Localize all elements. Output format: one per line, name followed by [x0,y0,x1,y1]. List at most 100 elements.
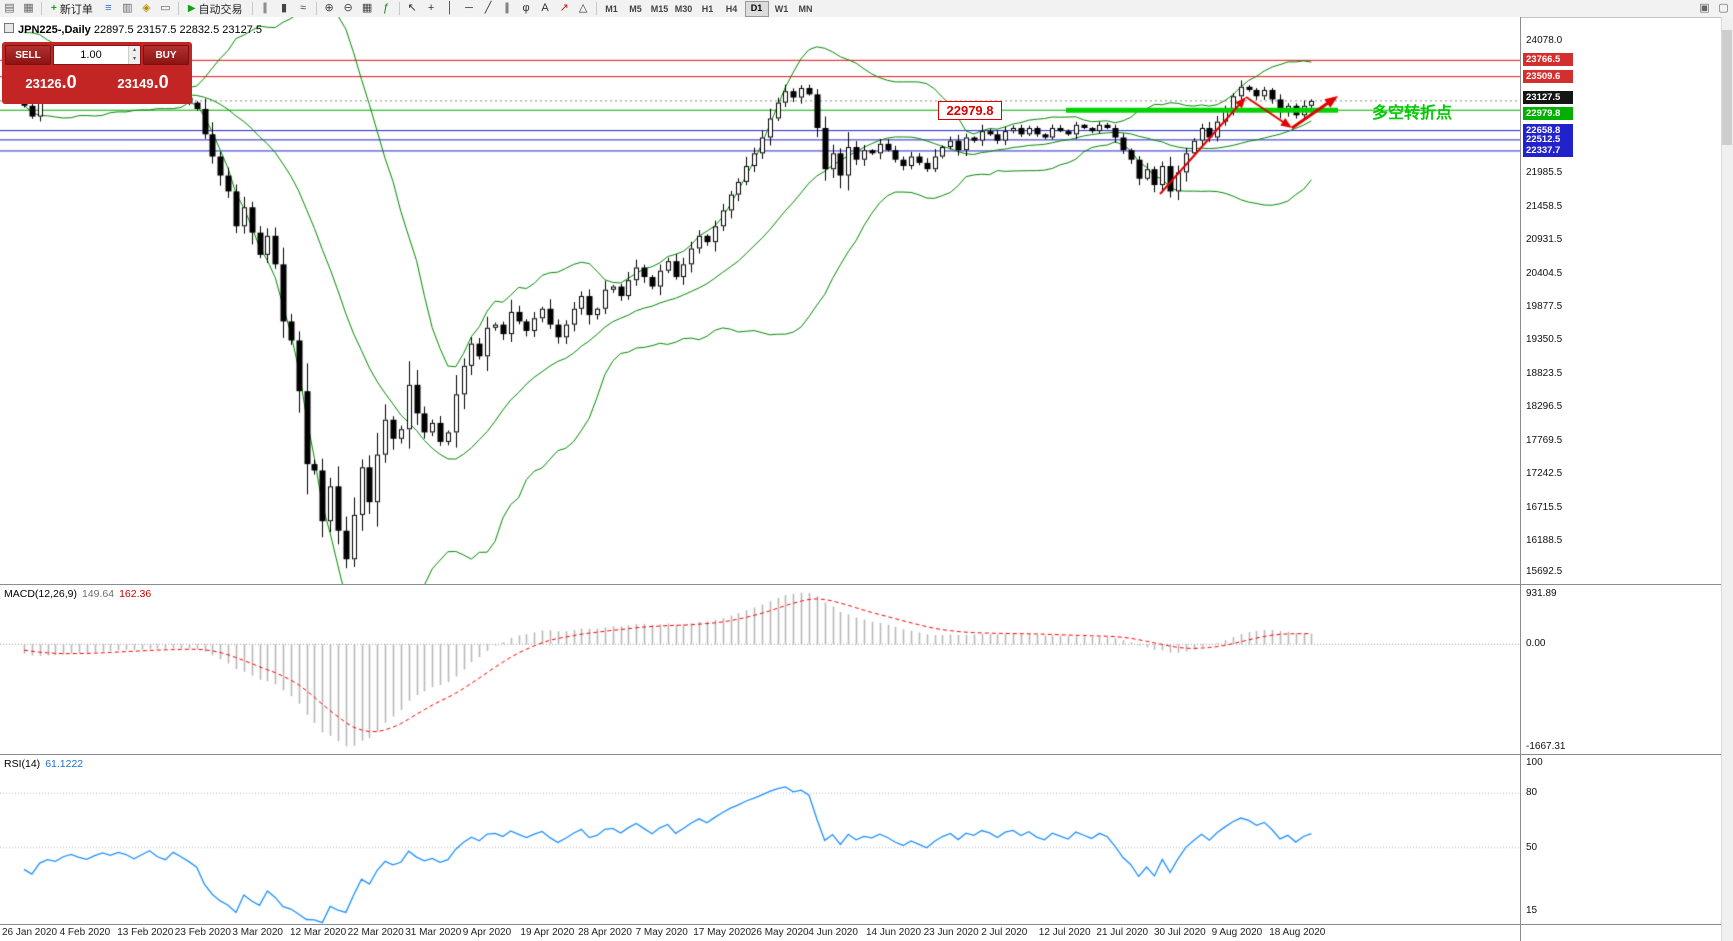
navigator-icon[interactable]: ◈ [142,2,151,14]
data-window-icon[interactable]: ▥ [122,2,133,14]
main-chart-canvas[interactable] [0,17,1520,584]
date-label: 23 Feb 2020 [174,927,231,938]
toolbar-right: ▣ ▢ [1695,0,1733,17]
timeframe-m30[interactable]: M30 [674,3,693,14]
toolbar-separator [595,2,597,15]
timeframe-w1[interactable]: W1 [774,3,789,14]
date-label: 12 Jul 2020 [1038,927,1091,938]
date-label: 23 Jun 2020 [923,927,979,938]
auto-trading-button-label: 自动交易 [198,3,243,16]
toolbar-separator [315,2,317,15]
rsi-axis-label: 100 [1526,757,1543,768]
docking-icon[interactable]: ▢ [1718,2,1729,14]
one-click-trading-panel: SELL ▴ ▾ BUY 23126.0 23149.0 [2,42,192,104]
zoom-out-icon[interactable]: ⊖ [343,2,353,14]
price-level-label: 23127.5 [1523,90,1573,104]
macd-header: MACD(12,26,9) 149.64 162.36 [4,588,151,600]
volume-down-icon[interactable]: ▾ [129,55,140,64]
volume-input[interactable] [54,46,128,64]
bar-chart-icon[interactable]: ∥ [262,2,268,14]
buy-button[interactable]: BUY [143,45,189,65]
timeframe-mn[interactable]: MN [798,3,813,14]
rsi-canvas[interactable] [0,755,1520,924]
cursor-icon[interactable]: ↖ [407,2,417,14]
macd-name: MACD(12,26,9) [4,588,77,600]
panel-separator[interactable] [0,584,1733,585]
turning-point-label[interactable]: 多空转折点 [1372,105,1453,123]
price-axis[interactable]: 931.89 0.00 -1667.31 24078.0 21985.5 21458… [1521,0,1733,941]
text-label-icon[interactable]: A [541,2,549,14]
rsi-axis-label: 15 [1526,905,1538,917]
line-chart-icon[interactable]: ≈ [300,2,307,14]
profile-icon[interactable]: ▦ [23,2,34,14]
volume-control[interactable]: ▴ ▾ [53,45,141,65]
scrollbar-thumb[interactable] [1722,30,1732,145]
fibonacci-icon[interactable]: φ [522,2,530,14]
toolbar: ▤ ▦ + 新订单 ≡ ▥ ◈ ▭ ▶ 自动交易 ∥ ▮ ≈ ⊕ ⊖ ▦ ƒ ↖ + │ ─ ╱ ∥ φ A ↗ △ M1 M5 M15 M… [0,0,1733,18]
auto-trading-button[interactable]: ▶ 自动交易 [182,1,249,16]
price-axis-label: 20931.5 [1526,234,1563,246]
date-label: 7 May 2020 [635,927,688,938]
price-axis-label: 16715.5 [1526,501,1563,513]
date-label: 21 Jul 2020 [1096,927,1149,938]
arrows-icon[interactable]: ↗ [559,2,569,14]
window-arrange-icon[interactable]: ▣ [1699,2,1710,14]
date-label: 12 Mar 2020 [290,927,347,938]
price-annotation-box[interactable]: 22979.8 [938,101,1002,121]
macd-canvas[interactable] [0,585,1520,754]
panel-separator[interactable] [0,924,1733,925]
date-axis[interactable]: 26 Jan 2020 4 Feb 2020 13 Feb 2020 23 Feb 2… [0,925,1520,941]
rsi-axis-label: 80 [1526,787,1538,799]
date-label: 9 Apr 2020 [462,927,512,938]
buy-price: 23149.0 [117,71,169,92]
market-watch-icon[interactable]: ≡ [105,2,112,14]
vertical-line-icon[interactable]: │ [446,2,454,14]
zoom-in-icon[interactable]: ⊕ [324,2,334,14]
date-label: 14 Jun 2020 [866,927,922,938]
channel-icon[interactable]: ∥ [504,2,510,14]
date-label: 17 May 2020 [693,927,752,938]
date-label: 26 Jan 2020 [2,927,58,938]
date-label: 3 Mar 2020 [232,927,283,938]
axis-separator [1520,17,1521,941]
volume-up-icon[interactable]: ▴ [129,46,140,55]
price-level-label: 23766.5 [1523,53,1573,67]
timeframe-m5[interactable]: M5 [629,3,642,14]
date-label: 9 Aug 2020 [1211,927,1263,938]
price-level-label: 23509.6 [1523,69,1573,83]
macd-min-label: -1667.31 [1526,741,1566,752]
chart-window-icon[interactable]: ▤ [4,2,15,14]
volume-spinner[interactable]: ▴ ▾ [128,46,140,64]
panel-separator[interactable] [0,754,1733,755]
price-axis-label: 18823.5 [1526,367,1563,379]
price-level-label: 22512.5 [1523,132,1573,146]
timeframe-m1[interactable]: M1 [605,3,618,14]
candlestick-chart-icon[interactable]: ▮ [281,2,288,14]
price-axis-label: 19350.5 [1526,334,1563,346]
rsi-name: RSI(14) [4,758,41,770]
timeframe-d1[interactable]: D1 [744,0,769,17]
timeframe-h1[interactable]: H1 [701,3,714,14]
price-axis-label: 17242.5 [1526,468,1563,480]
new-order-button[interactable]: + 新订单 [45,1,99,16]
indicators-icon[interactable]: ƒ [382,2,390,14]
date-label: 31 Mar 2020 [405,927,462,938]
date-label: 2 Jul 2020 [981,927,1028,938]
toolbar-separator [251,2,253,15]
sell-button[interactable]: SELL [5,45,51,65]
terminal-icon[interactable]: ▭ [160,2,171,14]
auto-trading-button-icon: ▶ [187,3,196,14]
horizontal-line-icon[interactable]: ─ [465,2,473,14]
tile-windows-icon[interactable]: ▦ [361,2,373,14]
date-label: 19 Apr 2020 [520,927,575,938]
timeframe-m15[interactable]: M15 [650,3,669,14]
crosshair-icon[interactable]: + [427,2,435,14]
vertical-scrollbar[interactable] [1721,17,1733,941]
chart-icon [4,23,14,33]
trendline-icon[interactable]: ╱ [484,2,492,14]
shapes-icon[interactable]: △ [578,2,588,14]
date-label: 18 Aug 2020 [1269,927,1326,938]
timeframe-h4[interactable]: H4 [725,3,738,14]
price-axis-label: 21458.5 [1526,200,1563,212]
